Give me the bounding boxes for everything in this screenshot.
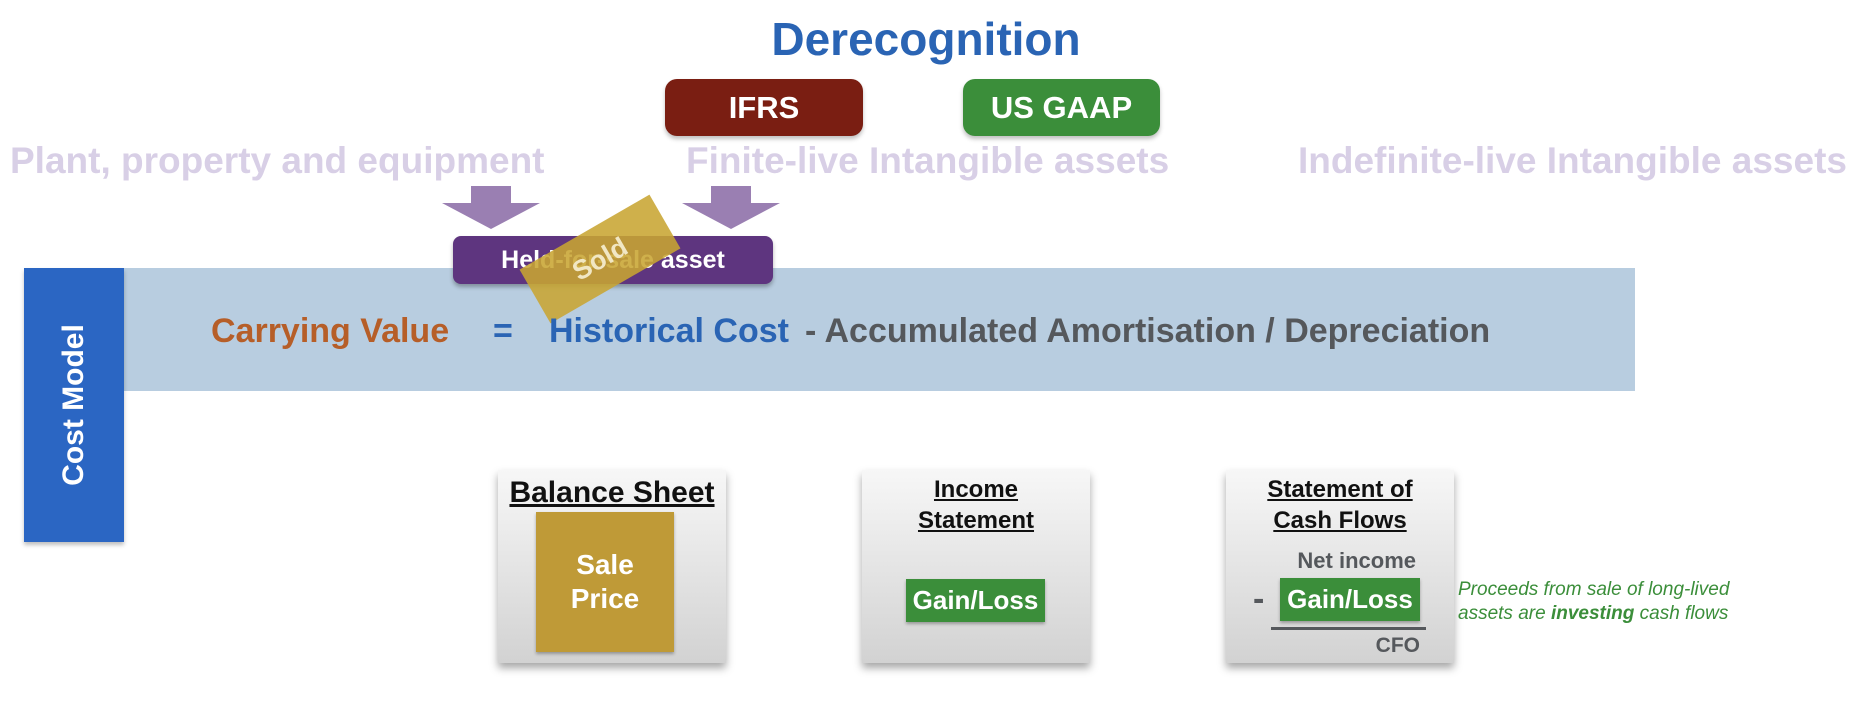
cash-flows-gain-loss-box: Gain/Loss — [1280, 578, 1420, 621]
cash-flows-card: Statement of Cash Flows Net income - Gai… — [1226, 470, 1454, 663]
income-gain-loss-box: Gain/Loss — [906, 579, 1045, 622]
formula-historical-cost: Historical Cost — [549, 312, 789, 350]
note-line2-suffix: cash flows — [1639, 603, 1729, 624]
sale-price-line2: Price — [570, 583, 640, 614]
formula-equals: = — [493, 312, 513, 350]
balance-sheet-card: Balance Sheet Sale Price — [498, 470, 726, 663]
category-ppe: Plant, property and equipment — [10, 140, 545, 181]
down-arrow-icon — [682, 186, 780, 229]
minus-sign: - — [1253, 580, 1265, 618]
income-statement-card: Income Statement Gain/Loss — [862, 470, 1090, 663]
investing-cash-flow-note: Proceeds from sale of long-lived assets … — [1458, 578, 1798, 626]
balance-sheet-title: Balance Sheet — [509, 476, 715, 509]
cost-model-label: Cost Model — [57, 324, 90, 486]
cash-flows-title-line2: Cash Flows — [1273, 507, 1407, 534]
note-line2-prefix: assets are — [1458, 603, 1546, 624]
cfo-label: CFO — [1375, 634, 1420, 657]
note-line1: Proceeds from sale of long-lived — [1458, 579, 1730, 600]
income-statement-title: Income Statement — [862, 474, 1090, 536]
income-statement-title-line2: Statement — [917, 507, 1035, 534]
sale-price-box: Sale Price — [536, 512, 674, 652]
cash-flows-title-line1: Statement of — [1267, 476, 1413, 503]
category-finite-intangible: Finite-live Intangible assets — [686, 140, 1170, 181]
formula-accumulated-depreciation: - Accumulated Amortisation / Depreciatio… — [805, 312, 1491, 350]
ifrs-badge: IFRS — [665, 79, 863, 136]
page-title: Derecognition — [771, 13, 1081, 65]
us-gaap-badge: US GAAP — [963, 79, 1160, 136]
category-indefinite-intangible: Indefinite-live Intangible assets — [1298, 140, 1847, 181]
note-investing-emphasis: investing — [1550, 603, 1635, 624]
down-arrow-icon — [442, 186, 540, 229]
cash-flows-title: Statement of Cash Flows — [1226, 474, 1454, 536]
cost-model-box: Cost Model — [24, 268, 124, 542]
sum-divider — [1271, 627, 1426, 630]
sale-price-line1: Sale — [576, 549, 634, 580]
income-statement-title-line1: Income — [933, 476, 1019, 503]
carrying-value-band — [124, 268, 1635, 391]
formula-carrying-value: Carrying Value — [211, 312, 450, 350]
net-income-label: Net income — [1297, 548, 1416, 573]
